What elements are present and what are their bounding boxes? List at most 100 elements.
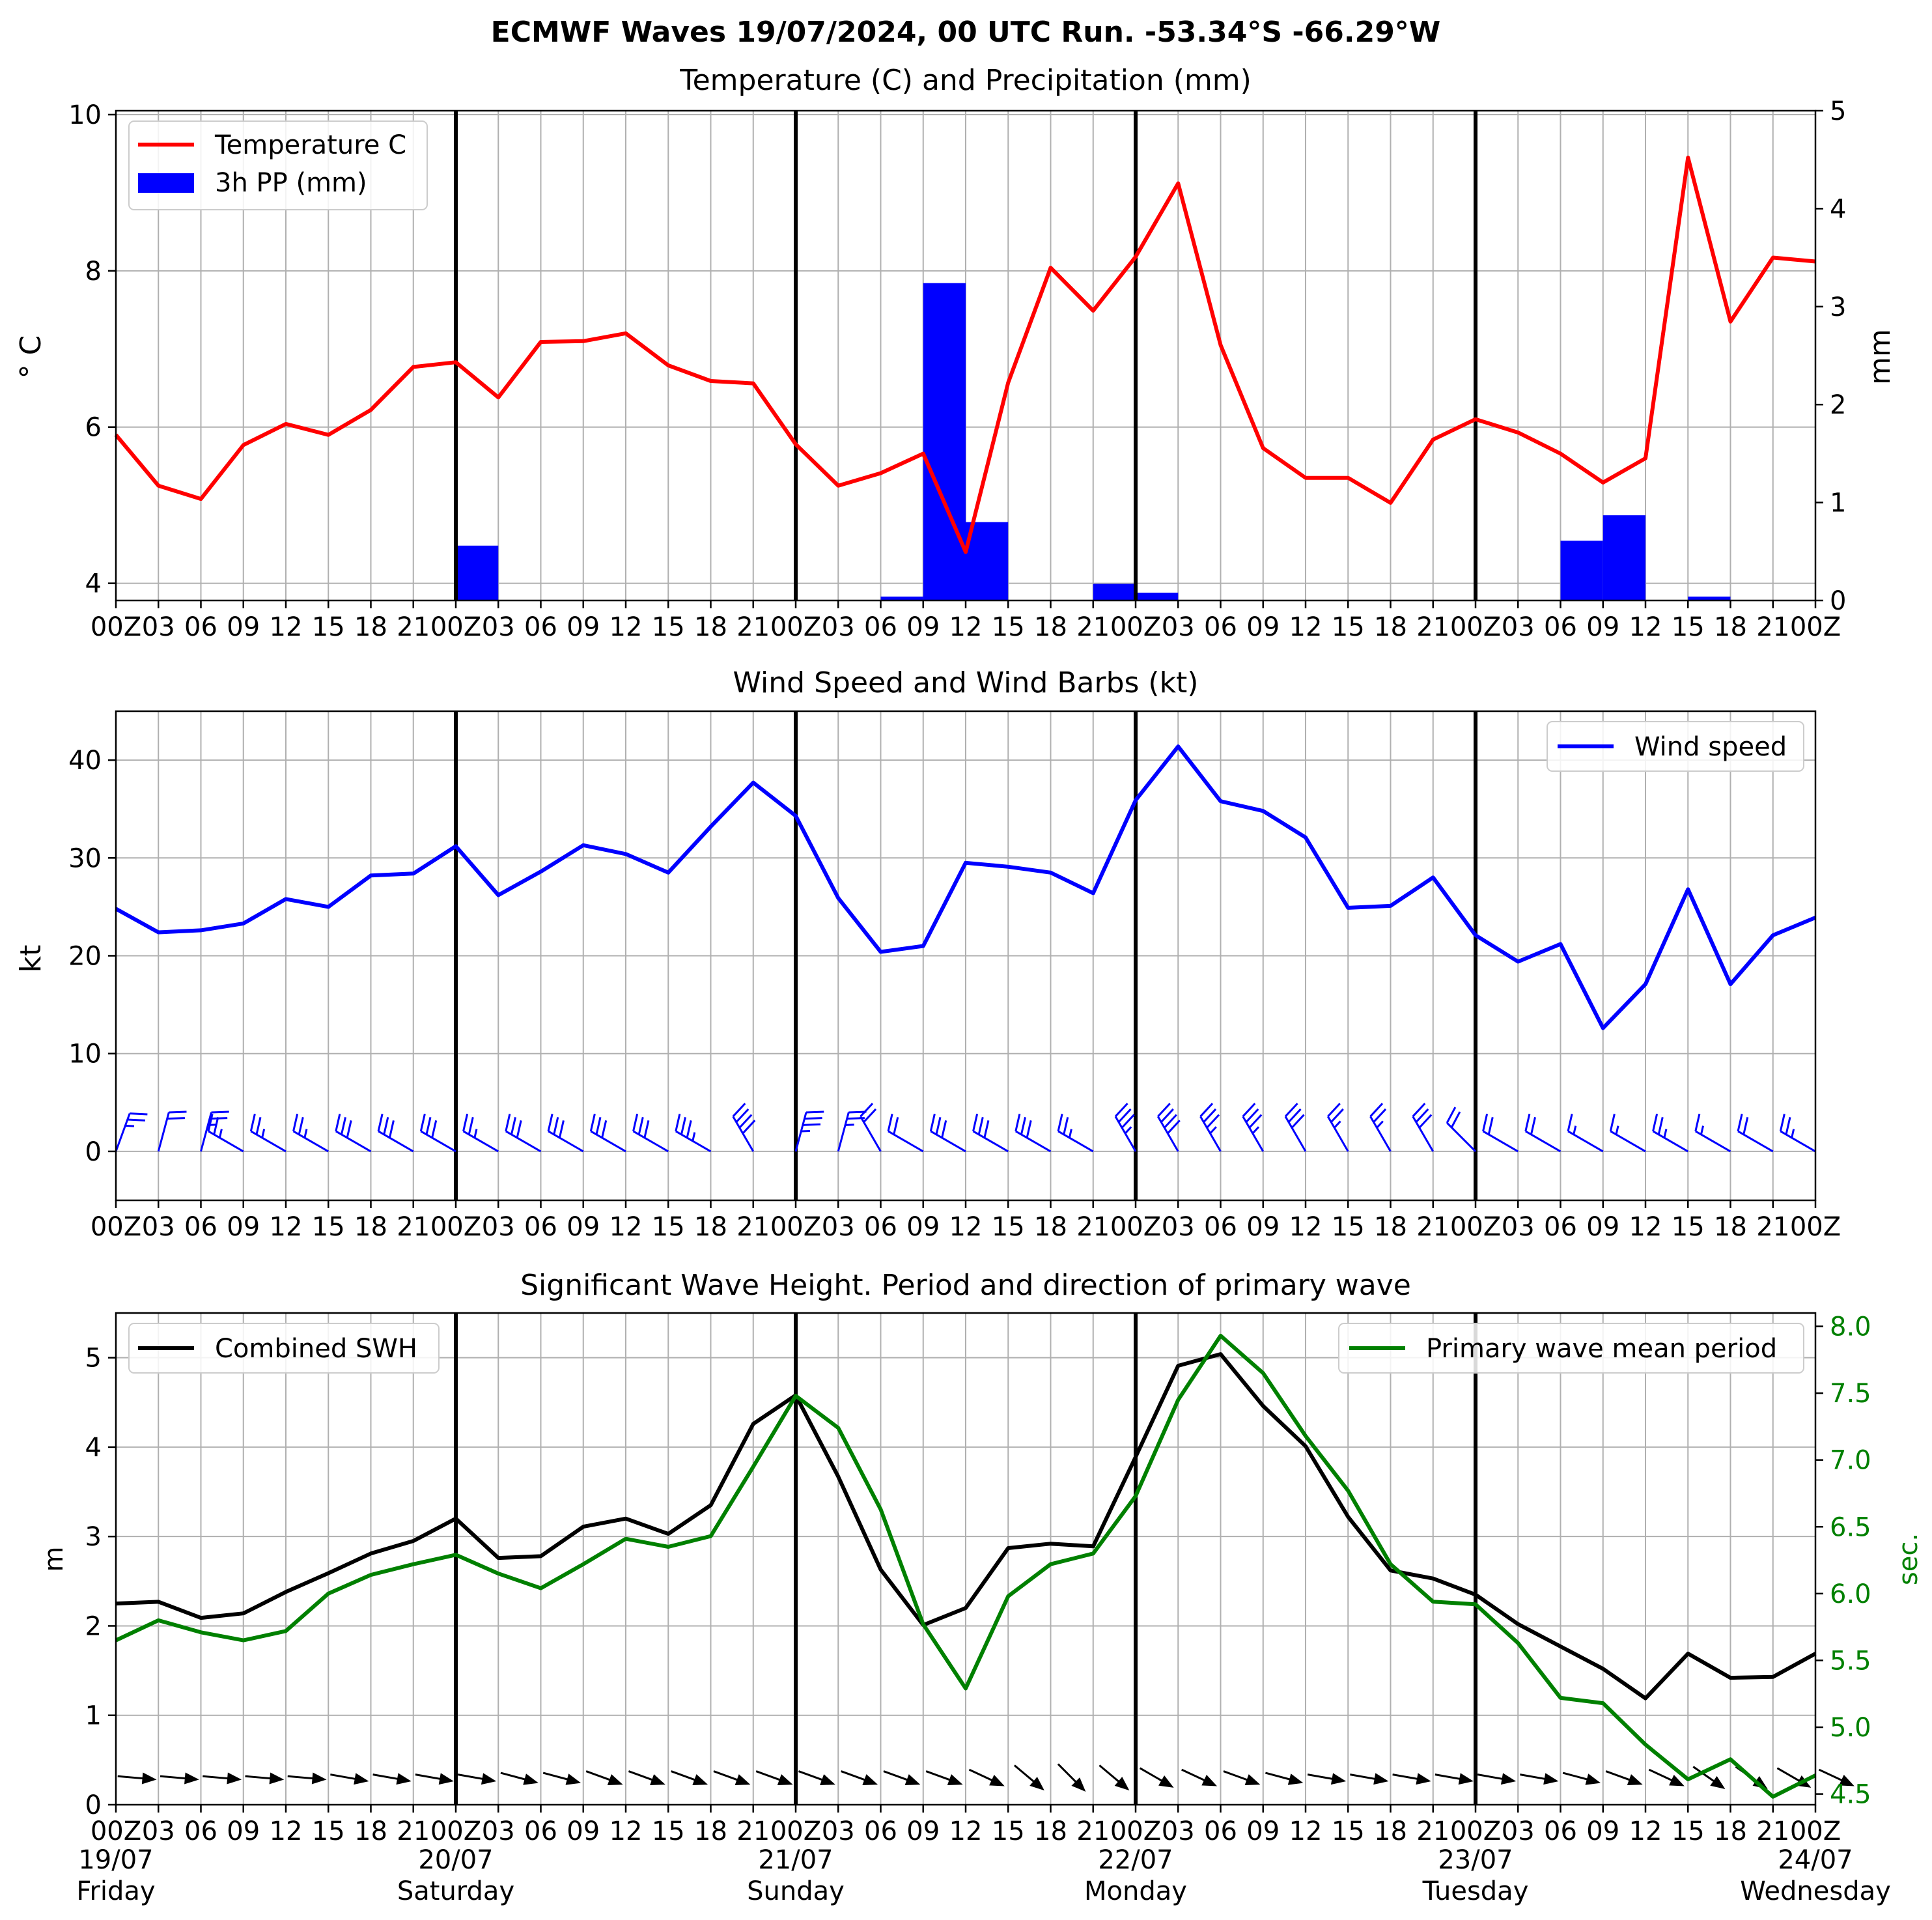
wave-y-ticks: 0 1 2 3 4 5	[85, 1344, 116, 1820]
wind-barb-full	[419, 1114, 426, 1132]
wind-barb	[589, 1114, 626, 1153]
wave-arrow-head	[1585, 1773, 1601, 1785]
wave-arrow-head	[989, 1775, 1005, 1786]
wind-barb	[1015, 1114, 1052, 1153]
period-line	[115, 1333, 1817, 1799]
x-tick-label: 03	[1502, 612, 1535, 642]
wind-barb-full	[1373, 1108, 1387, 1123]
x-tick-label: 18	[1714, 1212, 1747, 1242]
x-tick-label: 00Z	[430, 1816, 481, 1846]
temperature-y-axis-label: ° C	[14, 335, 48, 379]
wind-barb-full	[929, 1114, 936, 1132]
x-tick-label: 06	[1544, 1212, 1577, 1242]
temperature-line	[114, 156, 1816, 554]
wind-barb-full	[1164, 1114, 1177, 1129]
wave-arrow	[1265, 1772, 1304, 1785]
wind-barb	[1114, 1103, 1137, 1152]
y-tick-label: 30	[68, 843, 102, 873]
wind-barb-full	[558, 1120, 565, 1138]
wind-barb-full	[1530, 1117, 1537, 1135]
wind-barb-full	[802, 1123, 821, 1126]
wind-barb-full	[732, 1103, 746, 1118]
wave-arrow-head	[1627, 1774, 1643, 1786]
wave-arrow	[1013, 1764, 1044, 1791]
x-tick-label: 15	[1672, 612, 1705, 642]
wind-barb-full	[686, 1120, 692, 1138]
wind-y-axis-label: kt	[14, 945, 48, 973]
wave-arrow-head	[1114, 1777, 1130, 1791]
day-date-label: 23/07	[1438, 1845, 1513, 1875]
x-tick-label: 21	[1756, 1212, 1789, 1242]
y-tick-label-right: 3	[1830, 292, 1846, 322]
wind-barb-staff	[972, 1130, 1009, 1153]
wave-arrow-head	[141, 1772, 157, 1785]
y-tick-label: 0	[85, 1790, 102, 1820]
wave-arrow-head	[1752, 1776, 1768, 1790]
wind-barb-staff	[1610, 1130, 1646, 1153]
wind-barb-full	[1287, 1108, 1302, 1123]
wave-arrow	[1057, 1763, 1086, 1792]
swh-legend: Combined SWH	[128, 1323, 440, 1374]
x-tick-label: 00Z	[770, 1212, 821, 1242]
legend-precip-swatch	[138, 173, 194, 193]
wave-arrow-head	[1500, 1773, 1517, 1785]
wind-barb	[632, 1114, 669, 1153]
wind-barb-full	[972, 1114, 979, 1132]
precip-bar	[1688, 596, 1731, 600]
wind-x-ticks: 00Z 03 06 09 12 15 18 21 00Z 03 06 09 12 15 18 21 00Z 03 0…	[91, 1200, 1841, 1242]
wind-barb	[1242, 1103, 1265, 1152]
x-tick-label: 21	[397, 1212, 430, 1242]
wind-barb-staff	[732, 1116, 755, 1152]
x-tick-label: 18	[1034, 1816, 1067, 1846]
x-tick-label: 03	[822, 612, 855, 642]
wave-arrow	[542, 1772, 581, 1785]
wind-barb-staff	[1326, 1116, 1349, 1152]
wave-arrow-head	[1029, 1777, 1044, 1791]
wave-arrow	[1562, 1772, 1601, 1785]
x-tick-label: 15	[992, 612, 1025, 642]
wind-barb-staff	[548, 1130, 584, 1153]
wind-barb-staff	[860, 1116, 882, 1152]
wind-barb-full	[1330, 1108, 1344, 1123]
wave-arrow	[1223, 1770, 1261, 1786]
wind-barb-full	[1652, 1114, 1659, 1132]
wind-barb-full	[1737, 1114, 1743, 1132]
x-tick-label: 06	[1204, 612, 1237, 642]
day-date-label: 19/07	[78, 1845, 153, 1875]
wind-barb-full	[213, 1117, 219, 1135]
swh-line	[115, 1352, 1817, 1701]
wave-arrow	[1392, 1773, 1431, 1785]
wind-barb-full	[1248, 1114, 1263, 1129]
wind-barb	[1779, 1114, 1816, 1153]
precip-bar	[1560, 541, 1603, 600]
wind-barb-full	[1412, 1103, 1426, 1118]
wind-barb-half	[1700, 1125, 1704, 1135]
wave-arrow	[1648, 1768, 1685, 1786]
wave-arrow-head	[607, 1774, 623, 1786]
wind-barb	[292, 1114, 329, 1153]
wind-barb-full	[1121, 1114, 1135, 1129]
x-tick-label: 15	[652, 1816, 685, 1846]
x-tick-label: 21	[1076, 1816, 1110, 1846]
wave-arrow-head	[692, 1774, 708, 1786]
wind-barb-staff	[462, 1130, 499, 1153]
wave-arrow	[1099, 1764, 1130, 1791]
wind-barb-half	[1615, 1125, 1619, 1135]
wind-barb	[115, 1112, 148, 1152]
wind-barb-full	[1524, 1114, 1531, 1132]
x-tick-label: 18	[1374, 1212, 1407, 1242]
wind-barb	[1737, 1114, 1774, 1153]
wind-barb-half	[692, 1132, 696, 1142]
wind-barb-full	[298, 1117, 304, 1135]
wind-barb-staff	[1114, 1116, 1137, 1152]
x-tick-label: 15	[312, 612, 345, 642]
y-tick-label: 5	[85, 1344, 102, 1374]
x-tick-label: 15	[312, 1816, 345, 1846]
precip-bars	[371, 283, 1731, 600]
wave-arrow	[841, 1770, 878, 1786]
wind-barb-half	[1068, 1129, 1072, 1138]
x-tick-label: 12	[270, 1212, 303, 1242]
wind-barb-staff	[1652, 1130, 1688, 1153]
wind-panel-title: Wind Speed and Wind Barbs (kt)	[733, 666, 1199, 699]
wind-barb-full	[1206, 1114, 1220, 1129]
